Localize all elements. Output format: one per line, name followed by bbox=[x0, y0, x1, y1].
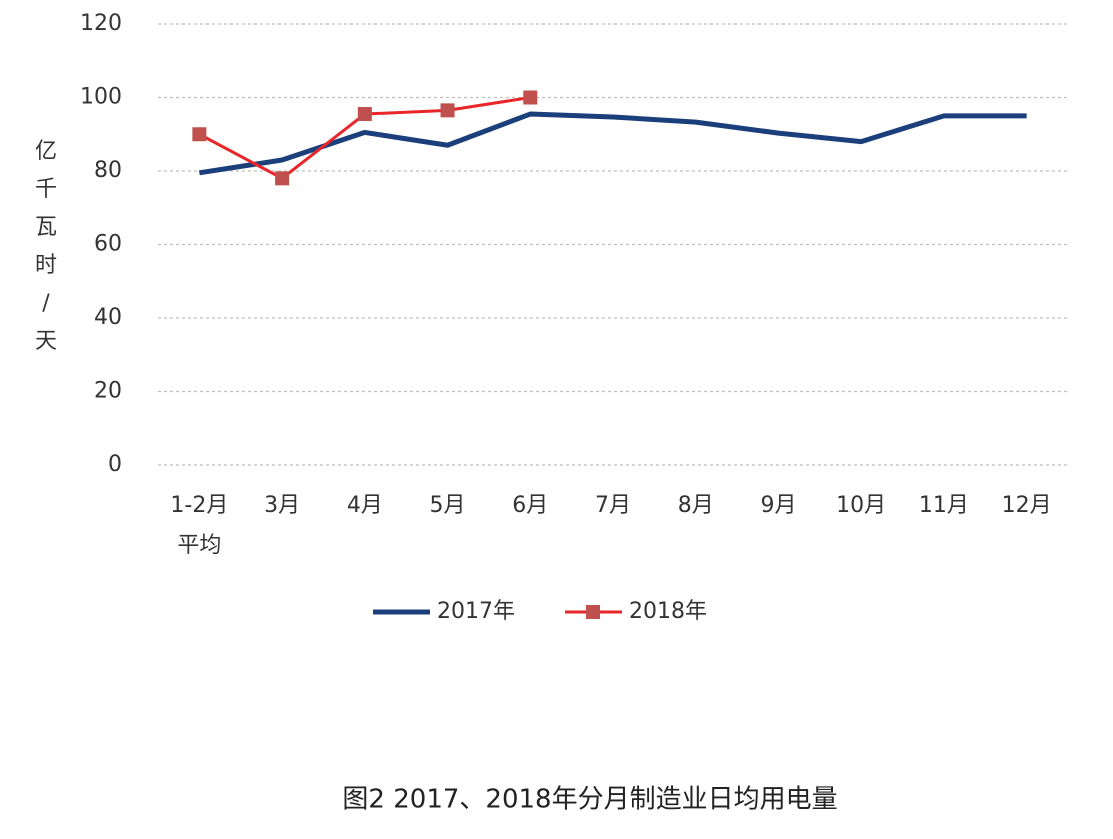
x-tick-label: 6月 bbox=[512, 493, 548, 518]
y-tick-label: 40 bbox=[94, 305, 122, 330]
x-tick-label: 5月 bbox=[430, 493, 466, 518]
x-tick-label: 11月 bbox=[919, 493, 969, 518]
chart-title: 图2 2017、2018年分月制造业日均用电量 bbox=[342, 785, 837, 815]
y-tick-label: 100 bbox=[80, 85, 122, 110]
x-tick-label: 3月 bbox=[264, 493, 300, 518]
x-tick-label: 7月 bbox=[595, 493, 631, 518]
legend-label: 2018年 bbox=[629, 599, 707, 624]
marker bbox=[275, 171, 290, 186]
y-tick-label: 120 bbox=[80, 11, 122, 36]
y-tick-label: 60 bbox=[94, 232, 122, 257]
x-tick-label: 8月 bbox=[678, 493, 714, 518]
marker bbox=[192, 127, 207, 142]
y-tick-label: 20 bbox=[94, 379, 122, 404]
y-tick-label: 0 bbox=[108, 452, 122, 477]
series-line bbox=[198, 111, 1027, 176]
legend-marker bbox=[586, 605, 600, 619]
legend-label: 2017年 bbox=[437, 599, 515, 624]
marker bbox=[523, 90, 538, 105]
marker bbox=[440, 103, 455, 118]
y-axis-label: 亿千瓦时/天 bbox=[35, 139, 57, 354]
marker bbox=[357, 107, 372, 122]
x-tick-label: 1-2月平均 bbox=[170, 493, 228, 558]
x-tick-label: 9月 bbox=[760, 493, 796, 518]
x-tick-label: 4月 bbox=[347, 493, 383, 518]
x-tick-label: 12月 bbox=[1002, 493, 1052, 518]
y-tick-label: 80 bbox=[94, 158, 122, 183]
x-tick-label: 10月 bbox=[836, 493, 886, 518]
